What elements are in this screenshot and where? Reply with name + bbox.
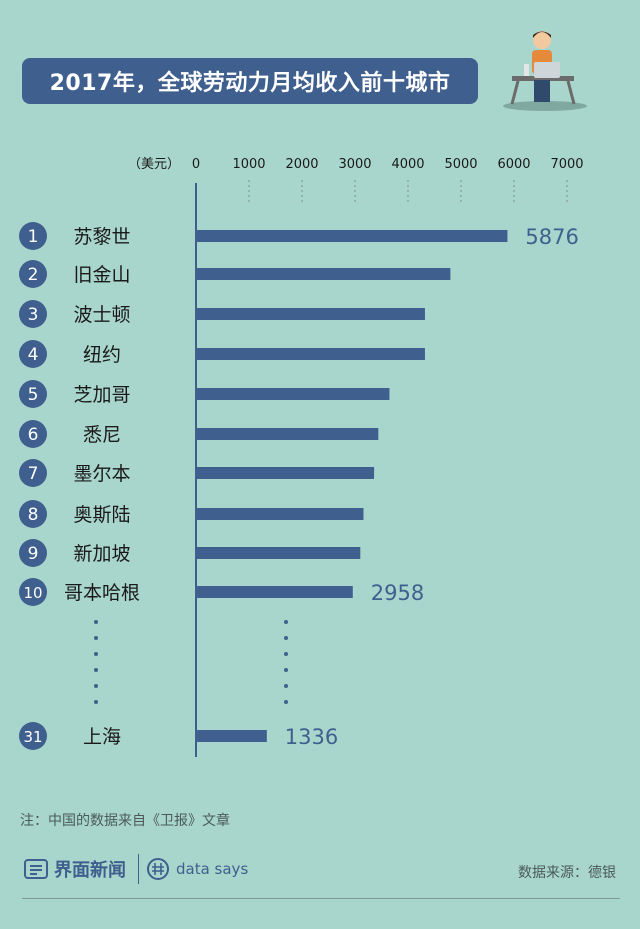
data-says-label: data says — [176, 860, 249, 878]
rank-badge — [19, 500, 47, 528]
rank-number: 10 — [23, 584, 42, 602]
rank-badge — [19, 260, 47, 288]
city-label: 悉尼 — [83, 424, 121, 446]
city-label: 纽约 — [83, 344, 121, 366]
rank-badge — [19, 539, 47, 567]
city-label: 苏黎世 — [73, 226, 130, 248]
city-label: 上海 — [83, 726, 121, 748]
ellipsis-dot — [284, 668, 288, 672]
ellipsis-dot — [94, 684, 98, 688]
bar — [196, 508, 364, 520]
value-label: 2958 — [371, 581, 424, 605]
bar — [196, 428, 379, 440]
tick-label: 4000 — [391, 157, 424, 172]
bar — [196, 308, 425, 320]
bar — [196, 230, 508, 242]
bar — [196, 586, 353, 598]
city-label: 奥斯陆 — [73, 504, 130, 526]
ellipsis-dot — [94, 668, 98, 672]
rank-number: 4 — [28, 345, 39, 365]
ellipsis-dot — [94, 636, 98, 640]
footer-divider — [22, 898, 620, 899]
rank-badge — [19, 300, 47, 328]
footnote: 注：中国的数据来自《卫报》文章 — [20, 813, 230, 829]
person-at-desk-icon — [503, 31, 587, 111]
axis-unit-label: （美元） — [128, 157, 180, 172]
tick-label: 7000 — [550, 157, 583, 172]
tick-label: 2000 — [285, 157, 318, 172]
ellipsis-dot — [284, 636, 288, 640]
rank-number: 6 — [28, 425, 39, 445]
brand-name: 界面新闻 — [54, 860, 126, 881]
city-label: 芝加哥 — [73, 384, 130, 406]
rank-number: 3 — [28, 305, 39, 325]
rank-number: 8 — [28, 505, 39, 525]
rank-number: 2 — [28, 265, 39, 285]
bar — [196, 348, 425, 360]
tick-label: 5000 — [444, 157, 477, 172]
value-label: 1336 — [285, 725, 338, 749]
chart-title: 2017年，全球劳动力月均收入前十城市 — [22, 58, 478, 104]
tick-label: 3000 — [338, 157, 371, 172]
rank-badge — [19, 380, 47, 408]
tick-label: 6000 — [497, 157, 530, 172]
rank-badge — [19, 722, 47, 750]
rank-number: 31 — [23, 728, 42, 746]
ellipsis-dot — [284, 684, 288, 688]
ellipsis-dot — [284, 620, 288, 624]
rank-number: 5 — [28, 385, 39, 405]
rank-badge — [19, 340, 47, 368]
rank-badge — [19, 222, 47, 250]
data-says-icon — [147, 858, 169, 880]
ellipsis-dot — [94, 652, 98, 656]
tick-label: 0 — [192, 157, 200, 172]
bar — [196, 467, 375, 479]
data-source: 数据来源：德银 — [518, 865, 616, 881]
data-says-logo: data says — [146, 856, 248, 882]
brand-logo: 界面新闻 — [24, 856, 126, 882]
ellipsis-dot — [94, 620, 98, 624]
city-label: 旧金山 — [73, 264, 130, 286]
ellipsis-dot — [284, 700, 288, 704]
tick-label: 1000 — [232, 157, 265, 172]
rank-badge — [19, 578, 47, 606]
city-label: 新加坡 — [73, 543, 130, 565]
brand-divider — [138, 854, 139, 884]
bar — [196, 388, 390, 400]
rank-badge — [19, 459, 47, 487]
city-label: 墨尔本 — [73, 463, 130, 485]
rank-number: 9 — [28, 544, 39, 564]
ellipsis-dot — [94, 700, 98, 704]
rank-badge — [19, 420, 47, 448]
value-label: 5876 — [525, 225, 578, 249]
city-label: 哥本哈根 — [64, 582, 140, 604]
ellipsis-dot — [284, 652, 288, 656]
city-label: 波士顿 — [73, 304, 130, 326]
bar — [196, 268, 451, 280]
rank-number: 1 — [28, 227, 39, 247]
bar — [196, 730, 267, 742]
newspaper-icon — [24, 859, 48, 879]
bar — [196, 547, 361, 559]
rank-number: 7 — [28, 464, 39, 484]
